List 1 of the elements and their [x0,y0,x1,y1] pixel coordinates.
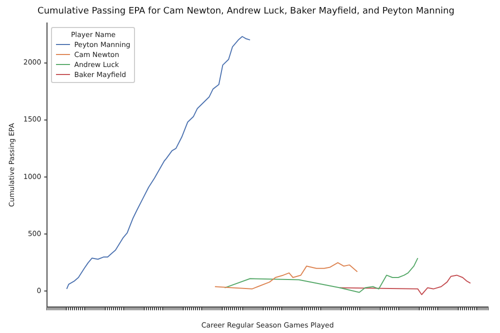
chart-title: Cumulative Passing EPA for Cam Newton, Andrew Luck, Baker Mayfield, and Peyton Manning [38,6,454,17]
